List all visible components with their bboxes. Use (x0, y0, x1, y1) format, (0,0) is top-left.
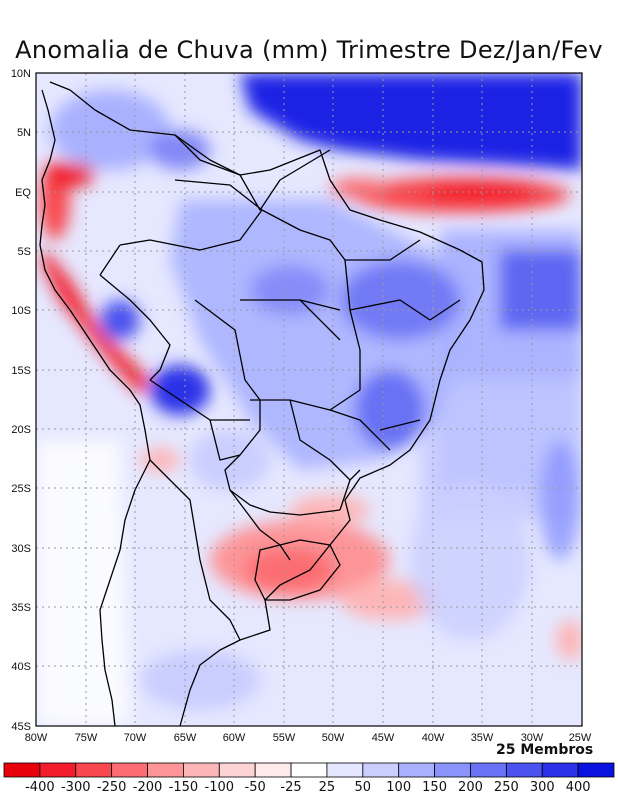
lat-label: 5S (18, 246, 31, 258)
map-frame (35, 72, 583, 727)
colorbar-label: -25 (280, 780, 302, 795)
colorbar-label: 200 (458, 780, 483, 795)
lon-label: 40W (422, 732, 445, 744)
lon-label: 30W (521, 732, 544, 744)
lon-label: 75W (75, 732, 98, 744)
colorbar-swatch (326, 762, 364, 778)
lat-label: 5N (17, 127, 31, 139)
coastline-borders (39, 81, 485, 727)
colorbar-label: -150 (168, 780, 199, 795)
brazil-border (99, 134, 361, 516)
lon-label: 70W (124, 732, 147, 744)
lat-label: 10N (11, 68, 31, 80)
members-label: 25 Membros (496, 742, 594, 758)
colorbar-label: -300 (60, 780, 91, 795)
colorbar-swatch (362, 762, 400, 778)
anomaly-field (36, 73, 582, 726)
colorbar-swatches (3, 762, 615, 778)
lat-label: 30S (11, 543, 31, 555)
lat-label: 40S (11, 661, 31, 673)
lat-label: 15S (11, 365, 31, 377)
lon-label: 55W (273, 732, 296, 744)
colorbar-label: 300 (529, 780, 555, 795)
colorbar-label: -250 (96, 780, 127, 795)
lat-label: 25S (11, 483, 31, 495)
colorbar-swatch (183, 762, 220, 778)
map-title: Anomalia de Chuva (mm) Trimestre Dez/Jan… (15, 36, 603, 64)
lon-label: 50W (322, 732, 345, 744)
lat-label: 35S (11, 602, 31, 614)
colorbar-label: 100 (386, 780, 412, 795)
lat-label: 45S (11, 721, 31, 733)
lon-label: 60W (223, 732, 246, 744)
lat-label: EQ (15, 187, 31, 199)
colorbar-label: -200 (132, 780, 163, 795)
colorbar-swatch (398, 762, 435, 778)
colorbar-label: -400 (25, 780, 55, 795)
colorbar-label: 150 (422, 780, 447, 795)
lon-label: 35W (471, 732, 494, 744)
colorbar-label: 400 (565, 780, 591, 795)
colorbar-label: 25 (318, 780, 336, 795)
lat-label: 10S (11, 305, 31, 317)
lon-label: 80W (25, 732, 48, 744)
colorbar-swatch (577, 762, 615, 778)
colorbar-swatch (218, 762, 256, 778)
lon-axis: 80W 75W 70W 65W 60W 55W 50W 45W 40W 35W … (25, 732, 592, 744)
colorbar-label: 50 (354, 780, 372, 795)
colorbar-swatch (290, 762, 328, 778)
colorbar-swatch (434, 762, 471, 778)
lon-label: 25W (569, 732, 592, 744)
lat-axis: 10N 5N EQ 5S 10S 15S 20S 25S 30S 35S 40S… (11, 68, 32, 733)
colorbar-swatch (541, 762, 579, 778)
colorbar-swatch (254, 762, 292, 778)
colorbar-label: 250 (493, 780, 519, 795)
colorbar-label: -50 (244, 780, 266, 795)
colorbar-swatch (470, 762, 507, 778)
lat-label: 20S (11, 424, 31, 436)
colorbar-swatch (3, 762, 41, 778)
lon-label: 65W (174, 732, 197, 744)
colorbar-swatch (39, 762, 77, 778)
colorbar-swatch (75, 762, 113, 778)
colorbar: -400 -300 -250 -200 -150 -100 -50 -25 25 50 100 150… (0, 760, 618, 800)
uruguay-border (254, 539, 341, 601)
states-borders (240, 209, 461, 481)
andes-borders (99, 274, 291, 641)
colorbar-label: -100 (204, 780, 235, 795)
colorbar-swatch (505, 762, 543, 778)
colorbar-swatch (111, 762, 148, 778)
colorbar-swatch (147, 762, 184, 778)
lon-label: 45W (372, 732, 395, 744)
grid-lines (36, 73, 582, 726)
